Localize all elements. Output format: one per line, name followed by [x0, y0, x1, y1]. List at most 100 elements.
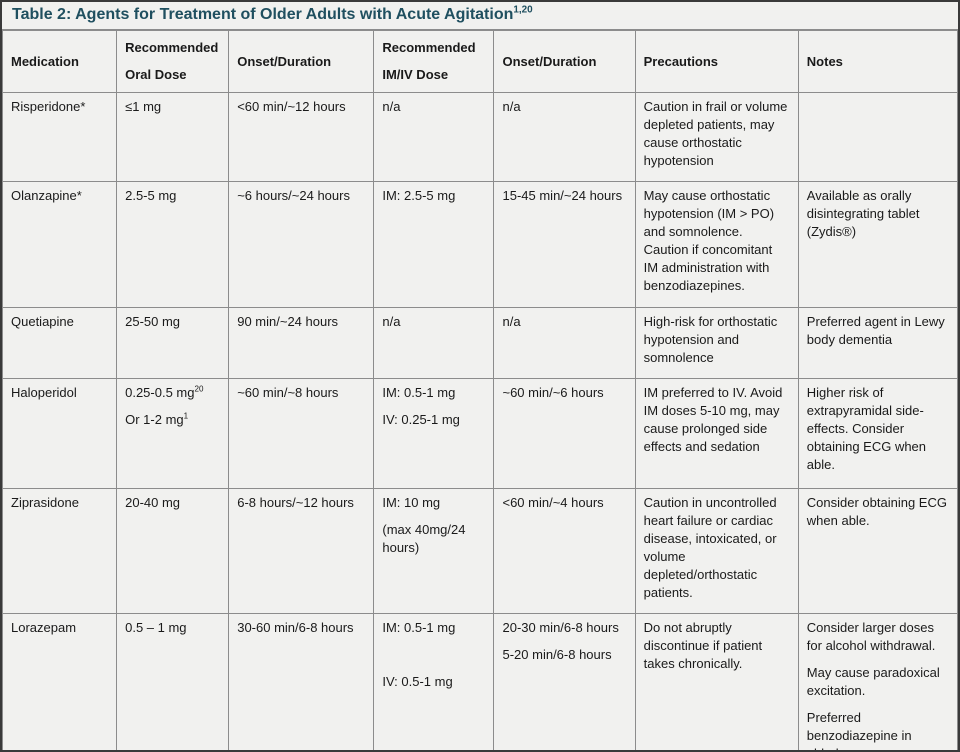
cell-paragraph: ~60 min/~6 hours — [502, 385, 604, 400]
cell-paragraph: <60 min/~4 hours — [502, 495, 604, 510]
col-header-medication: Medication — [2, 30, 118, 93]
cell-paragraph: (max 40mg/24 hours) — [382, 522, 466, 555]
cell-paragraph: Olanzapine* — [11, 188, 82, 203]
col-header-onset-oral: Onset/Duration — [228, 30, 375, 93]
cell-paragraph: ~60 min/~8 hours — [237, 385, 339, 400]
table-row: Risperidone* ≤1 mg <60 min/~12 hours n/a n/a… — [2, 92, 958, 182]
cell-paragraph: IM: 2.5-5 mg — [382, 188, 456, 203]
precautions-cell: IM preferred to IV. Avoid IM doses 5-10 … — [634, 378, 799, 489]
col-header-line: Recommended — [125, 40, 219, 55]
cell-paragraph: 6-8 hours/~12 hours — [237, 495, 354, 510]
col-header-onset-imiv: Onset/Duration — [493, 30, 636, 93]
onset-imiv-cell: ~60 min/~6 hours — [493, 378, 636, 489]
onset-oral-cell: 30-60 min/6-8 hours — [228, 613, 375, 750]
col-header-imiv-dose: Recommended IM/IV Dose — [373, 30, 495, 93]
notes-cell: Available as orally disintegrating table… — [797, 181, 958, 308]
cell-paragraph: 25-50 mg — [125, 314, 181, 329]
notes-cell — [797, 92, 958, 182]
table-title-superscript: 1,20 — [513, 4, 533, 16]
precautions-cell: Caution in uncontrolled heart failure or… — [634, 488, 799, 614]
cell-paragraph: n/a — [502, 314, 521, 329]
cell-paragraph: Higher risk of extrapyramidal side-effec… — [806, 385, 927, 472]
table-row: Ziprasidone 20-40 mg 6-8 hours/~12 hours IM… — [2, 488, 958, 614]
cell-paragraph: 0.25-0.5 mg20 — [125, 384, 204, 400]
precautions-cell: May cause orthostatic hypotension (IM > … — [634, 181, 799, 308]
precautions-cell: Caution in frail or volume depleted pati… — [634, 92, 799, 182]
cell-paragraph: 30-60 min/6-8 hours — [237, 620, 354, 635]
onset-oral-cell: 6-8 hours/~12 hours — [228, 488, 375, 614]
table-row: Olanzapine* 2.5-5 mg ~6 hours/~24 hours IM:… — [2, 181, 958, 308]
cell-paragraph: 90 min/~24 hours — [237, 314, 339, 329]
imiv-dose-cell: n/a — [373, 307, 495, 379]
cell-paragraph: IM: 0.5-1 mg — [382, 385, 456, 400]
table-row: Lorazepam 0.5 – 1 mg 30-60 min/6-8 hours IM… — [2, 613, 958, 750]
precautions-cell: Do not abruptly discontinue if patient t… — [634, 613, 799, 750]
cell-paragraph: n/a — [502, 99, 521, 114]
cell-paragraph — [382, 646, 485, 664]
cell-paragraph: IV: 0.5-1 mg — [382, 674, 453, 689]
cell-paragraph: Lorazepam — [11, 620, 77, 635]
cell-paragraph: n/a — [382, 314, 401, 329]
cell-paragraph: 0.5 – 1 mg — [125, 620, 187, 635]
medication-cell: Lorazepam — [2, 613, 118, 750]
precautions-cell: High-risk for orthostatic hypotension an… — [634, 307, 799, 379]
onset-imiv-cell: n/a — [493, 92, 636, 182]
col-header-line: Notes — [806, 53, 843, 69]
col-header-oral-dose: Recommended Oral Dose — [116, 30, 230, 93]
table-title-text: Table 2: Agents for Treatment of Older A… — [12, 6, 514, 23]
onset-imiv-cell: 20-30 min/6-8 hours 5-20 min/6-8 hours — [493, 613, 636, 750]
cell-paragraph: Available as orally disintegrating table… — [806, 188, 920, 239]
cell-paragraph: High-risk for orthostatic hypotension an… — [643, 314, 778, 365]
cell-paragraph: Consider obtaining ECG when able. — [806, 495, 947, 528]
imiv-dose-cell: IM: 2.5-5 mg — [373, 181, 495, 308]
oral-dose-cell: 20-40 mg — [116, 488, 230, 614]
cell-paragraph: Caution in uncontrolled heart failure or… — [643, 495, 777, 600]
cell-paragraph: IM: 10 mg — [382, 495, 441, 510]
cell-paragraph: 2.5-5 mg — [125, 188, 177, 203]
medication-cell: Olanzapine* — [2, 181, 118, 308]
cell-paragraph: Quetiapine — [11, 314, 74, 329]
cell-paragraph: 20-40 mg — [125, 495, 181, 510]
cell-paragraph: Risperidone* — [11, 99, 86, 114]
medication-cell: Haloperidol — [2, 378, 118, 489]
header-row: Medication Recommended Oral Dose Onset/Dura… — [2, 30, 958, 93]
oral-dose-cell: ≤1 mg — [116, 92, 230, 182]
cell-paragraph: 15-45 min/~24 hours — [502, 188, 623, 203]
cell-paragraph: Ziprasidone — [11, 495, 79, 510]
cell-paragraph: ≤1 mg — [125, 99, 162, 114]
onset-oral-cell: ~6 hours/~24 hours — [228, 181, 375, 308]
oral-dose-cell: 2.5-5 mg — [116, 181, 230, 308]
notes-cell: Higher risk of extrapyramidal side-effec… — [797, 378, 958, 489]
notes-cell: Consider larger doses for alcohol withdr… — [797, 613, 958, 750]
col-header-line: Onset/Duration — [237, 53, 332, 69]
onset-oral-cell: ~60 min/~8 hours — [228, 378, 375, 489]
col-header-line: Oral Dose — [125, 67, 187, 82]
cell-paragraph: Preferred agent in Lewy body dementia — [806, 314, 945, 347]
medication-cell: Ziprasidone — [2, 488, 118, 614]
onset-oral-cell: 90 min/~24 hours — [228, 307, 375, 379]
col-header-line: Medication — [11, 53, 79, 69]
col-header-line: Recommended — [382, 40, 476, 55]
medication-cell: Quetiapine — [2, 307, 118, 379]
cell-paragraph: May cause orthostatic hypotension (IM > … — [643, 188, 775, 293]
table-row: Quetiapine 25-50 mg 90 min/~24 hours n/a n/a… — [2, 307, 958, 379]
cell-paragraph: May cause paradoxical excitation. — [806, 665, 940, 698]
agents-table: Medication Recommended Oral Dose Onset/Dura… — [2, 30, 958, 750]
oral-dose-cell: 25-50 mg — [116, 307, 230, 379]
onset-imiv-cell: 15-45 min/~24 hours — [493, 181, 636, 308]
cell-paragraph: Consider larger doses for alcohol withdr… — [806, 620, 936, 653]
imiv-dose-cell: IM: 10 mg (max 40mg/24 hours) — [373, 488, 495, 614]
col-header-line: IM/IV Dose — [382, 67, 449, 82]
col-header-precautions: Precautions — [634, 30, 799, 93]
oral-dose-cell: 0.5 – 1 mg — [116, 613, 230, 750]
cell-paragraph: 20-30 min/6-8 hours — [502, 620, 619, 635]
oral-dose-cell: 0.25-0.5 mg20 Or 1-2 mg1 — [116, 378, 230, 489]
cell-paragraph: Haloperidol — [11, 385, 77, 400]
onset-imiv-cell: <60 min/~4 hours — [493, 488, 636, 614]
table-row: Haloperidol 0.25-0.5 mg20 Or 1-2 mg1 ~60 mi… — [2, 378, 958, 489]
cell-paragraph: IM: 0.5-1 mg — [382, 620, 456, 635]
notes-cell: Preferred agent in Lewy body dementia — [797, 307, 958, 379]
cell-paragraph: n/a — [382, 99, 401, 114]
imiv-dose-cell: IM: 0.5-1 mg IV: 0.25-1 mg — [373, 378, 495, 489]
